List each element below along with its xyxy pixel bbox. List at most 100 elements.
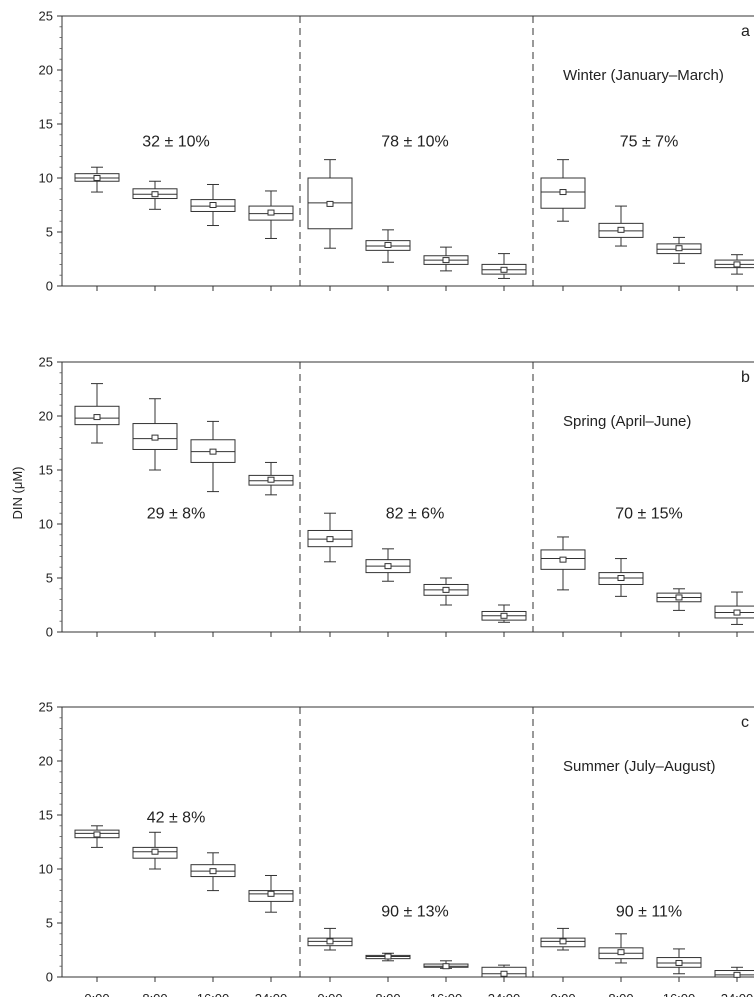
box-control-800 bbox=[132, 831, 178, 870]
percent-reduction-label: 82 ± 6% bbox=[386, 506, 445, 523]
x-tick-label: 24:00 bbox=[721, 991, 754, 997]
y-tick-label: 5 bbox=[46, 571, 53, 586]
mean-marker bbox=[500, 970, 508, 977]
mean-marker bbox=[326, 536, 334, 543]
box-control-2400 bbox=[248, 190, 294, 239]
box-rhizophora-2400 bbox=[714, 966, 754, 978]
mean-marker bbox=[559, 938, 567, 945]
box-rhizophora-2400 bbox=[714, 591, 754, 625]
panel-letter: b bbox=[741, 369, 750, 386]
percent-reduction-label: 90 ± 13% bbox=[381, 904, 449, 921]
mean-marker bbox=[500, 612, 508, 619]
box-rhizophora-000 bbox=[540, 536, 586, 591]
mean-marker bbox=[559, 556, 567, 563]
mean-marker bbox=[617, 226, 625, 233]
y-tick-label: 25 bbox=[39, 9, 53, 24]
x-tick-label: 0:00 bbox=[550, 991, 575, 997]
panel-a: 0 5 10 15 20 25 a Winter (January–March) 32 ± 10… bbox=[39, 9, 754, 294]
mean-marker bbox=[93, 831, 101, 838]
box-laguncularia-000 bbox=[307, 512, 353, 563]
box-laguncularia-000 bbox=[307, 159, 353, 249]
y-tick-label: 25 bbox=[39, 700, 53, 715]
box-rhizophora-2400 bbox=[714, 254, 754, 275]
mean-marker bbox=[442, 257, 450, 264]
y-axis-label: DIN (μM) bbox=[10, 467, 25, 520]
season-label: Summer (July–August) bbox=[563, 758, 716, 775]
panel-b: 0 5 10 15 20 25 b Spring (April–June) 29 ± 8% 82 … bbox=[39, 355, 754, 640]
panel-c: 0 5 10 15 20 25 c Summer (July–August) 42 ± 8% 90… bbox=[39, 700, 754, 985]
mean-marker bbox=[209, 868, 217, 875]
panel-letter: a bbox=[741, 23, 750, 40]
box-laguncularia-000 bbox=[307, 927, 353, 951]
box-control-2400 bbox=[248, 874, 294, 913]
y-tick-label: 10 bbox=[39, 171, 53, 186]
mean-marker bbox=[384, 953, 392, 960]
box-laguncularia-800 bbox=[365, 952, 411, 962]
mean-marker bbox=[93, 414, 101, 421]
panel-letter: c bbox=[741, 714, 749, 731]
y-tick-label: 20 bbox=[39, 754, 53, 769]
mean-marker bbox=[617, 949, 625, 956]
mean-marker bbox=[151, 848, 159, 855]
mean-marker bbox=[559, 189, 567, 196]
y-tick-label: 15 bbox=[39, 463, 53, 478]
y-tick-label: 15 bbox=[39, 808, 53, 823]
y-tick-label: 0 bbox=[46, 279, 53, 294]
y-tick-label: 25 bbox=[39, 355, 53, 370]
mean-marker bbox=[326, 200, 334, 207]
mean-marker bbox=[267, 890, 275, 897]
mean-marker bbox=[267, 476, 275, 483]
mean-marker bbox=[442, 963, 450, 970]
mean-marker bbox=[384, 241, 392, 248]
mean-marker bbox=[93, 175, 101, 181]
y-tick-label: 5 bbox=[46, 225, 53, 240]
box-rhizophora-1600 bbox=[656, 588, 702, 611]
mean-marker bbox=[151, 434, 159, 441]
mean-marker bbox=[267, 209, 275, 216]
y-tick-label: 10 bbox=[39, 862, 53, 877]
box-rhizophora-000 bbox=[540, 159, 586, 222]
y-tick-label: 0 bbox=[46, 625, 53, 640]
percent-reduction-label: 90 ± 11% bbox=[616, 904, 682, 921]
percent-reduction-label: 70 ± 15% bbox=[615, 506, 683, 523]
mean-marker bbox=[326, 938, 334, 945]
box-laguncularia-2400 bbox=[481, 964, 527, 978]
mean-marker bbox=[675, 959, 683, 966]
box-control-1600 bbox=[190, 420, 236, 493]
x-tick-label: 0:00 bbox=[84, 991, 109, 997]
x-tick-label: 24:00 bbox=[255, 991, 288, 997]
y-tick-label: 20 bbox=[39, 63, 53, 78]
box-control-000 bbox=[74, 825, 120, 848]
box-control-1600 bbox=[190, 852, 236, 892]
x-tick-label: 16:00 bbox=[663, 991, 696, 997]
percent-reduction-label: 42 ± 8% bbox=[147, 810, 206, 827]
box-rhizophora-1600 bbox=[656, 236, 702, 264]
x-tick-label: 8:00 bbox=[142, 991, 167, 997]
y-tick-label: 10 bbox=[39, 517, 53, 532]
y-tick-label: 5 bbox=[46, 916, 53, 931]
x-tick-label: 16:00 bbox=[197, 991, 230, 997]
mean-marker bbox=[209, 448, 217, 455]
y-tick-label: 15 bbox=[39, 117, 53, 132]
x-tick-label: 24:00 bbox=[488, 991, 521, 997]
mean-marker bbox=[617, 575, 625, 581]
mean-marker bbox=[500, 266, 508, 273]
box-control-800 bbox=[132, 398, 178, 471]
box-rhizophora-800 bbox=[598, 558, 644, 597]
mean-marker bbox=[733, 971, 741, 978]
x-tick-label: 8:00 bbox=[375, 991, 400, 997]
box-laguncularia-1600 bbox=[423, 960, 469, 970]
mean-marker bbox=[733, 609, 741, 616]
box-laguncularia-800 bbox=[365, 229, 411, 263]
box-rhizophora-800 bbox=[598, 933, 644, 964]
box-laguncularia-2400 bbox=[481, 604, 527, 623]
box-rhizophora-1600 bbox=[656, 948, 702, 975]
mean-marker bbox=[151, 191, 159, 198]
x-tick-label: 8:00 bbox=[608, 991, 633, 997]
percent-reduction-label: 75 ± 7% bbox=[620, 134, 679, 151]
mean-marker bbox=[733, 261, 741, 268]
y-tick-label: 0 bbox=[46, 970, 53, 985]
season-label: Spring (April–June) bbox=[563, 413, 691, 430]
box-control-2400 bbox=[248, 461, 294, 496]
